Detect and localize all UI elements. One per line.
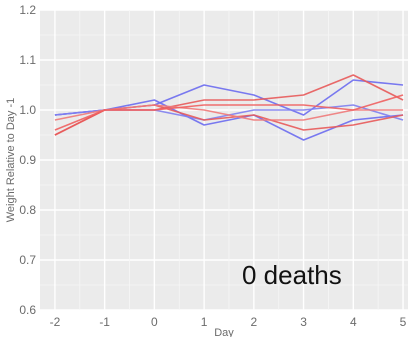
y-tick-label: 1.2 (19, 3, 36, 17)
x-tick-labels: -2 -1 0 1 2 3 4 5 (50, 315, 407, 329)
x-tick-label: 1 (201, 315, 208, 329)
deaths-annotation: 0 deaths (242, 260, 342, 290)
x-axis-label: Day (214, 327, 234, 337)
y-tick-label: 0.7 (19, 253, 36, 267)
y-tick-label: 1.0 (19, 103, 36, 117)
series-line-2 (54, 99, 404, 141)
x-tick-label: 0 (151, 315, 158, 329)
series-line-6 (54, 104, 404, 121)
y-axis-label: Weight Relative to Day -1 (5, 98, 17, 223)
y-tick-label: 0.9 (19, 153, 36, 167)
y-tick-label: 1.1 (19, 53, 36, 67)
series-lines (54, 74, 404, 141)
y-tick-label: 0.8 (19, 203, 36, 217)
x-tick-label: 4 (350, 315, 357, 329)
x-tick-label: -1 (99, 315, 110, 329)
x-tick-label: -2 (50, 315, 61, 329)
y-tick-labels: 0.6 0.7 0.8 0.9 1.0 1.1 1.2 (19, 3, 36, 317)
x-tick-label: 3 (300, 315, 307, 329)
series-line-7 (54, 94, 404, 131)
y-tick-label: 0.6 (19, 303, 36, 317)
x-tick-label: 5 (400, 315, 407, 329)
x-tick-label: 2 (250, 315, 257, 329)
